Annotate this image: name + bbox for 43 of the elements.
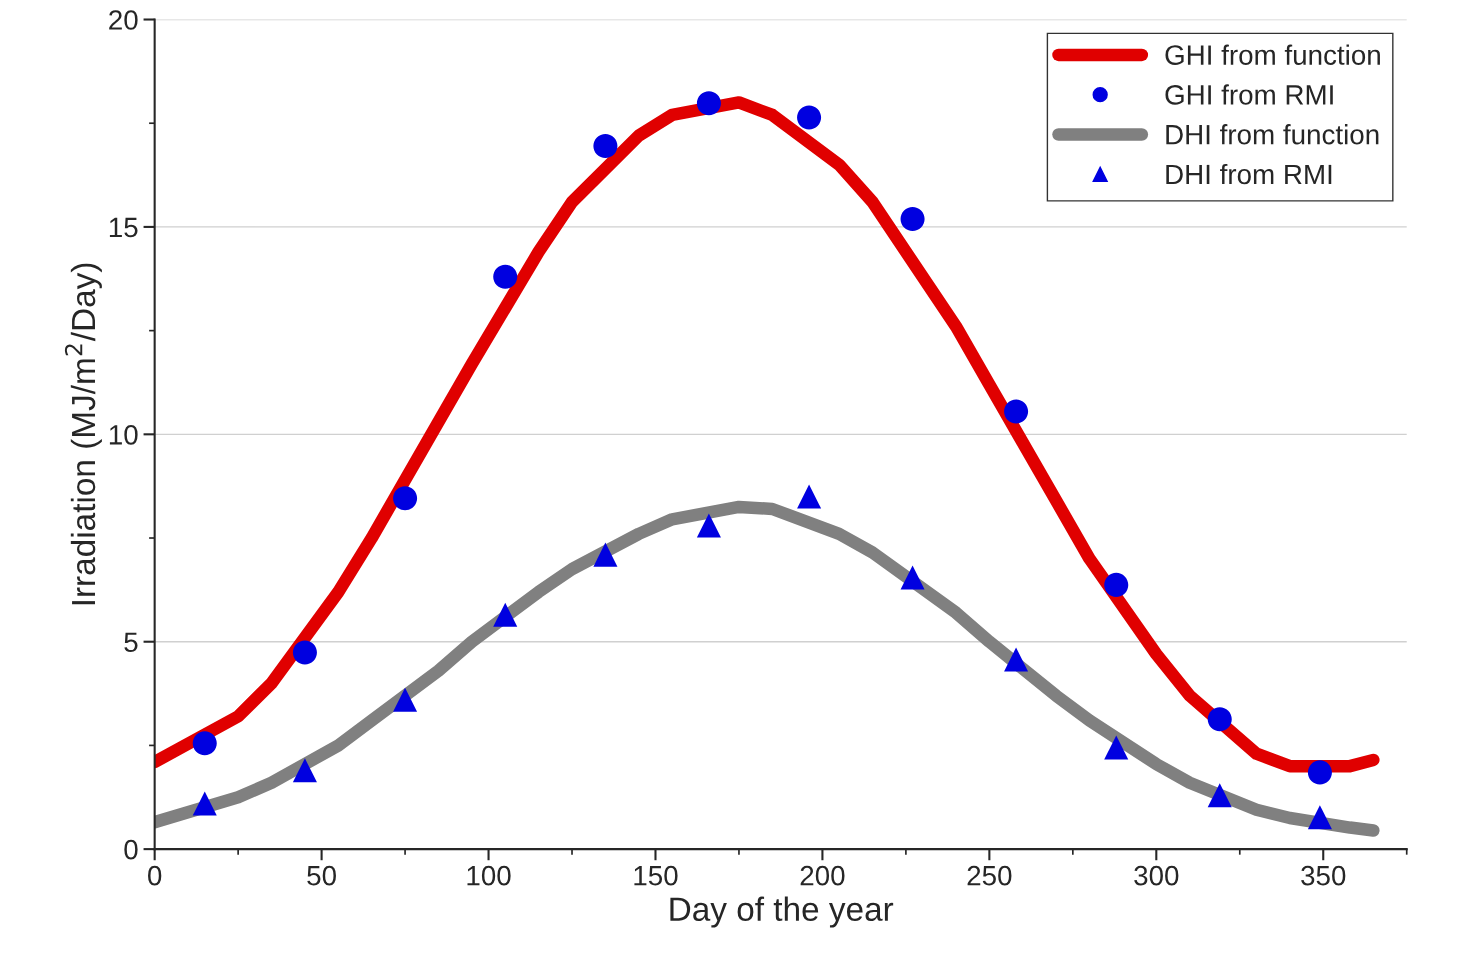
- point: [1307, 760, 1332, 785]
- point: [393, 687, 418, 712]
- point: [1207, 707, 1232, 732]
- point: [292, 758, 317, 783]
- y-tick-label: 5: [124, 632, 138, 653]
- legend-label: DHI from function: [1166, 124, 1379, 145]
- legend-label: DHI from RMI: [1166, 163, 1332, 185]
- y-tick-label: 20: [109, 10, 138, 30]
- x-tick-label: 150: [634, 865, 678, 886]
- point: [192, 731, 217, 756]
- x-tick-label: 100: [467, 865, 511, 886]
- y-tick-label: 10: [109, 424, 138, 445]
- point: [797, 484, 822, 509]
- point: [493, 264, 518, 289]
- point: [696, 513, 721, 538]
- point: [1104, 735, 1129, 760]
- point: [1207, 783, 1232, 808]
- point: [292, 640, 317, 665]
- x-tick-label: 250: [967, 865, 1012, 886]
- point: [797, 105, 822, 130]
- point: [493, 602, 518, 627]
- x-tick-label: 50: [307, 865, 336, 886]
- point: [1307, 805, 1332, 830]
- point: [593, 134, 618, 159]
- point: [696, 91, 721, 116]
- x-tick-label: 300: [1134, 865, 1179, 886]
- point: [900, 565, 925, 590]
- legend-label: GHI from RMI: [1165, 84, 1333, 105]
- y-tick-label: 15: [109, 217, 138, 238]
- y-tick-label: 0: [124, 839, 138, 860]
- point: [900, 207, 925, 232]
- point: [1004, 647, 1029, 672]
- legend-label: GHI from function: [1165, 44, 1380, 65]
- y-axis-title: Irradiation (MJ/m$^{2}$/Day): [64, 263, 102, 605]
- x-tick-label: 200: [800, 865, 845, 886]
- x-tick-label: 350: [1301, 865, 1346, 886]
- x-axis-title: Day of the year: [670, 896, 894, 928]
- point: [393, 486, 418, 511]
- point: [1004, 399, 1029, 424]
- point: [593, 542, 618, 567]
- point: [1104, 572, 1129, 597]
- x-tick-label: 0: [148, 865, 162, 886]
- point: [192, 791, 217, 816]
